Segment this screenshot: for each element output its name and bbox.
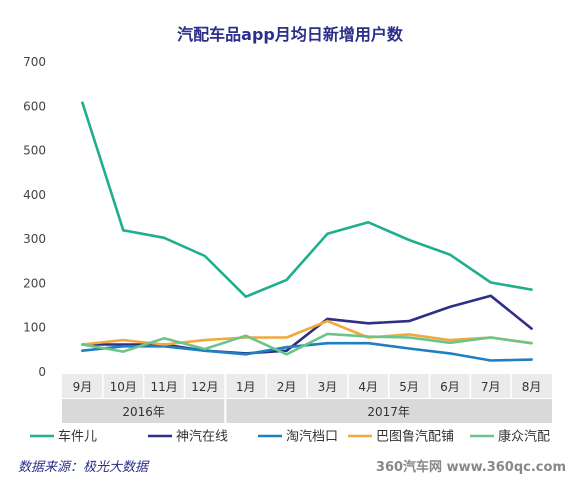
y-tick-label: 600 <box>23 99 46 113</box>
year-band <box>62 399 552 423</box>
y-tick-label: 0 <box>38 365 46 379</box>
x-tick-label: 6月 <box>440 380 460 394</box>
x-tick-label: 1月 <box>236 380 256 394</box>
chart-title: 汽配车品app月均日新增用户数 <box>177 25 404 44</box>
y-tick-label: 500 <box>23 144 46 158</box>
x-axis: 9月 10月 11月 12月 1月 2月 3月 4月 5月 6月 7月 8月 2016年 2017年 <box>62 374 552 423</box>
series-line <box>81 332 533 356</box>
legend-label: 淘汽档口 <box>286 430 338 445</box>
x-tick-label: 9月 <box>73 380 93 394</box>
legend-label: 神汽在线 <box>176 430 228 445</box>
y-tick-label: 100 <box>23 321 46 335</box>
y-tick-label: 400 <box>23 188 46 202</box>
legend-label: 车件儿 <box>58 429 97 445</box>
y-tick-label: 200 <box>23 276 46 290</box>
series-line <box>81 101 533 299</box>
x-tick-label: 8月 <box>522 380 542 394</box>
plot-area <box>81 101 533 362</box>
series-line <box>81 319 533 346</box>
x-tick-label: 7月 <box>481 380 501 394</box>
year-label: 2017年 <box>367 405 410 419</box>
x-tick-label: 3月 <box>318 380 338 394</box>
legend-label: 康众汽配 <box>498 429 550 445</box>
x-tick-label: 4月 <box>358 380 378 394</box>
x-tick-label: 5月 <box>399 380 419 394</box>
legend-label: 巴图鲁汽配铺 <box>376 430 454 445</box>
x-tick-label: 12月 <box>191 380 218 394</box>
data-source: 数据来源：极光大数据 <box>18 460 149 475</box>
y-tick-label: 300 <box>23 232 46 246</box>
legend: 车件儿 神汽在线 淘汽档口 巴图鲁汽配铺 康众汽配 <box>30 429 550 445</box>
brand-watermark: 360汽车网 www.360qc.com <box>375 460 566 475</box>
y-tick-label: 700 <box>23 55 46 69</box>
x-tick-label: 11月 <box>150 380 177 394</box>
x-tick-label: 10月 <box>110 380 137 394</box>
x-tick-label: 2月 <box>277 380 297 394</box>
series-line <box>81 341 533 362</box>
y-axis: 0 100 200 300 400 500 600 700 <box>23 55 46 379</box>
year-label: 2016年 <box>122 405 165 419</box>
